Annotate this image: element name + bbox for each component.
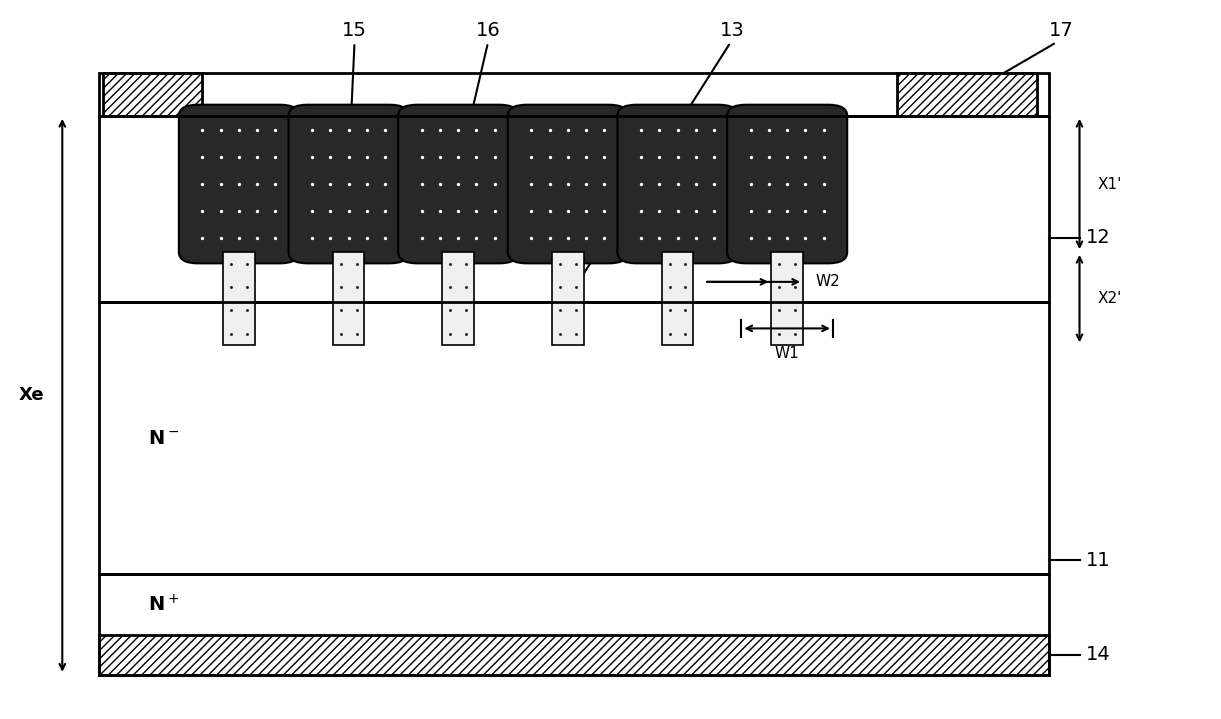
Bar (99, 73, 1049, 674)
Bar (896, 73, 1037, 116)
Bar (333, 252, 364, 345)
Text: X1': X1' (1098, 177, 1122, 191)
Text: 15: 15 (342, 21, 368, 168)
Text: 14: 14 (1085, 646, 1110, 664)
Text: X2': X2' (1098, 291, 1122, 306)
Text: 11: 11 (1085, 551, 1110, 569)
Text: Xe: Xe (20, 386, 45, 404)
FancyBboxPatch shape (508, 105, 628, 263)
Bar (442, 252, 474, 345)
FancyBboxPatch shape (398, 105, 518, 263)
Text: 13: 13 (569, 21, 745, 296)
Text: N$^-$: N$^-$ (148, 429, 178, 448)
Bar (99, 73, 1049, 674)
Bar (99, 636, 1049, 674)
Bar (103, 73, 203, 116)
Text: 12: 12 (1085, 228, 1110, 247)
Text: N$^+$: N$^+$ (148, 594, 178, 615)
Text: W1: W1 (775, 347, 800, 362)
Bar (772, 252, 803, 345)
Text: 16: 16 (459, 21, 501, 168)
FancyBboxPatch shape (288, 105, 409, 263)
Text: 17: 17 (969, 21, 1073, 93)
Bar (223, 252, 255, 345)
Text: W2: W2 (816, 275, 840, 289)
FancyBboxPatch shape (178, 105, 299, 263)
Bar (662, 252, 694, 345)
FancyBboxPatch shape (618, 105, 737, 263)
FancyBboxPatch shape (726, 105, 847, 263)
Bar (552, 252, 584, 345)
